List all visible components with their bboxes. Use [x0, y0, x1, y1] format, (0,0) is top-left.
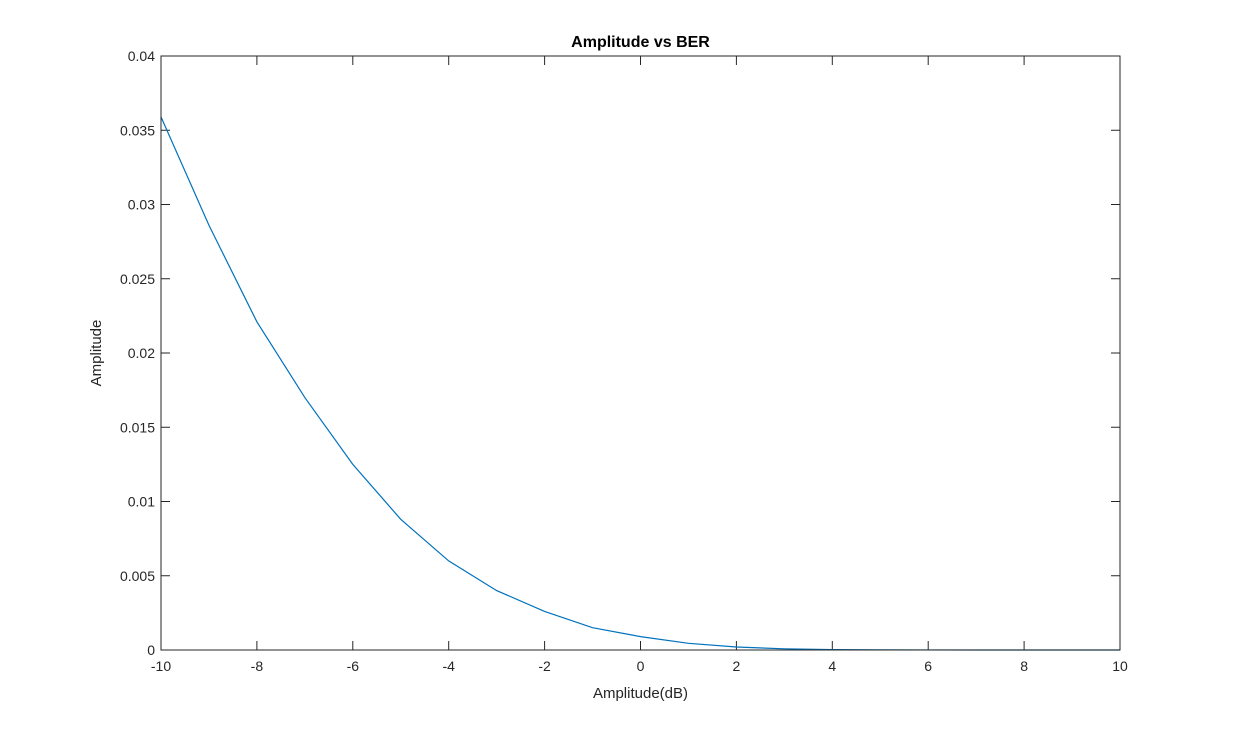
y-tick-label: 0.005	[120, 568, 155, 584]
chart-title: Amplitude vs BER	[571, 34, 710, 51]
y-tick-label: 0	[147, 642, 155, 658]
y-axis-label: Amplitude	[88, 320, 105, 387]
x-tick-label: 6	[924, 658, 932, 674]
x-tick-label: 4	[828, 658, 836, 674]
plot-background	[161, 56, 1120, 650]
y-tick-label: 0.035	[120, 122, 155, 138]
y-tick-label: 0.04	[128, 48, 155, 64]
x-tick-label: -4	[442, 658, 455, 674]
x-tick-label: 0	[637, 658, 645, 674]
x-tick-label: -10	[151, 658, 171, 674]
y-tick-label: 0.015	[120, 419, 155, 435]
plot-frame	[160, 55, 1121, 651]
x-axis-label: Amplitude(dB)	[593, 685, 688, 702]
x-tick-label: 8	[1020, 658, 1028, 674]
y-tick-label: 0.025	[120, 271, 155, 287]
x-tick-label: -2	[538, 658, 551, 674]
x-tick-label: 2	[733, 658, 741, 674]
y-tick-label: 0.01	[128, 494, 155, 510]
y-tick-label: 0.03	[128, 197, 155, 213]
x-tick-label: -6	[347, 658, 360, 674]
x-tick-label: -8	[251, 658, 264, 674]
y-tick-label: 0.02	[128, 345, 155, 361]
x-tick-label: 10	[1112, 658, 1128, 674]
tick-labels: -10 -8 -6 -4 -2 0 2 4 6 8 10 0 0.005 0.01 0.015 0.02 0.0…	[120, 48, 1128, 674]
